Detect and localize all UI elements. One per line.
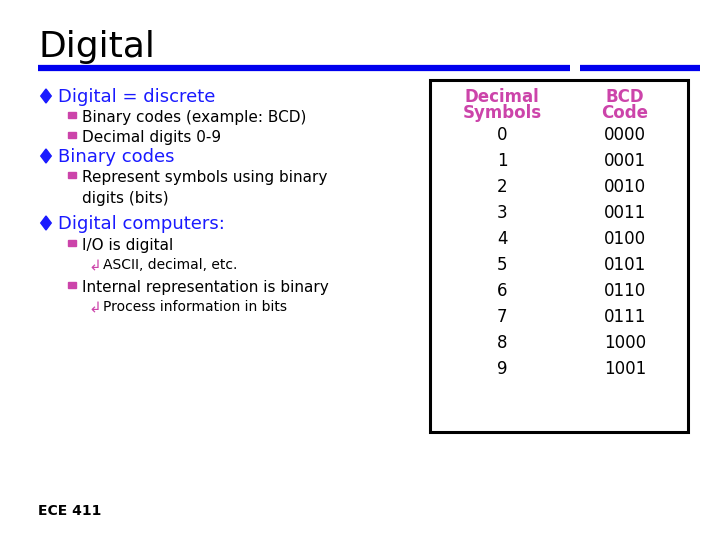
Text: 0: 0 (497, 126, 508, 144)
Text: ↲: ↲ (88, 258, 101, 273)
Text: Process information in bits: Process information in bits (103, 300, 287, 314)
Polygon shape (68, 172, 76, 178)
Text: Code: Code (601, 104, 649, 122)
Text: 1001: 1001 (604, 360, 646, 378)
Text: 1: 1 (497, 152, 508, 170)
Text: I/O is digital: I/O is digital (82, 238, 174, 253)
Text: Internal representation is binary: Internal representation is binary (82, 280, 329, 295)
Text: 0111: 0111 (604, 308, 646, 326)
Text: 3: 3 (497, 204, 508, 222)
FancyBboxPatch shape (430, 80, 688, 432)
Text: 1000: 1000 (604, 334, 646, 352)
Polygon shape (68, 132, 76, 138)
Text: Binary codes (example: BCD): Binary codes (example: BCD) (82, 110, 307, 125)
Text: Decimal: Decimal (464, 88, 539, 106)
Text: 0010: 0010 (604, 178, 646, 196)
Text: 4: 4 (497, 230, 508, 248)
Polygon shape (68, 240, 76, 246)
Text: 9: 9 (497, 360, 508, 378)
Text: Digital: Digital (38, 30, 155, 64)
Text: 0011: 0011 (604, 204, 646, 222)
Text: 5: 5 (497, 256, 508, 274)
Text: Represent symbols using binary
digits (bits): Represent symbols using binary digits (b… (82, 170, 328, 206)
Text: 6: 6 (497, 282, 508, 300)
Text: 0101: 0101 (604, 256, 646, 274)
Text: 7: 7 (497, 308, 508, 326)
Text: 2: 2 (497, 178, 508, 196)
Text: Symbols: Symbols (462, 104, 541, 122)
Text: ↲: ↲ (88, 300, 101, 315)
Text: 8: 8 (497, 334, 508, 352)
Text: ECE 411: ECE 411 (38, 504, 102, 518)
Polygon shape (41, 216, 51, 230)
Text: Digital computers:: Digital computers: (58, 215, 225, 233)
Text: 0110: 0110 (604, 282, 646, 300)
Text: 0001: 0001 (604, 152, 646, 170)
Polygon shape (68, 282, 76, 288)
Polygon shape (41, 149, 51, 163)
Text: Decimal digits 0-9: Decimal digits 0-9 (82, 130, 221, 145)
Text: BCD: BCD (606, 88, 644, 106)
Polygon shape (68, 112, 76, 118)
Text: Binary codes: Binary codes (58, 148, 174, 166)
Text: ASCII, decimal, etc.: ASCII, decimal, etc. (103, 258, 238, 272)
Polygon shape (41, 89, 51, 103)
Text: 0100: 0100 (604, 230, 646, 248)
Text: 0000: 0000 (604, 126, 646, 144)
Text: Digital = discrete: Digital = discrete (58, 88, 215, 106)
